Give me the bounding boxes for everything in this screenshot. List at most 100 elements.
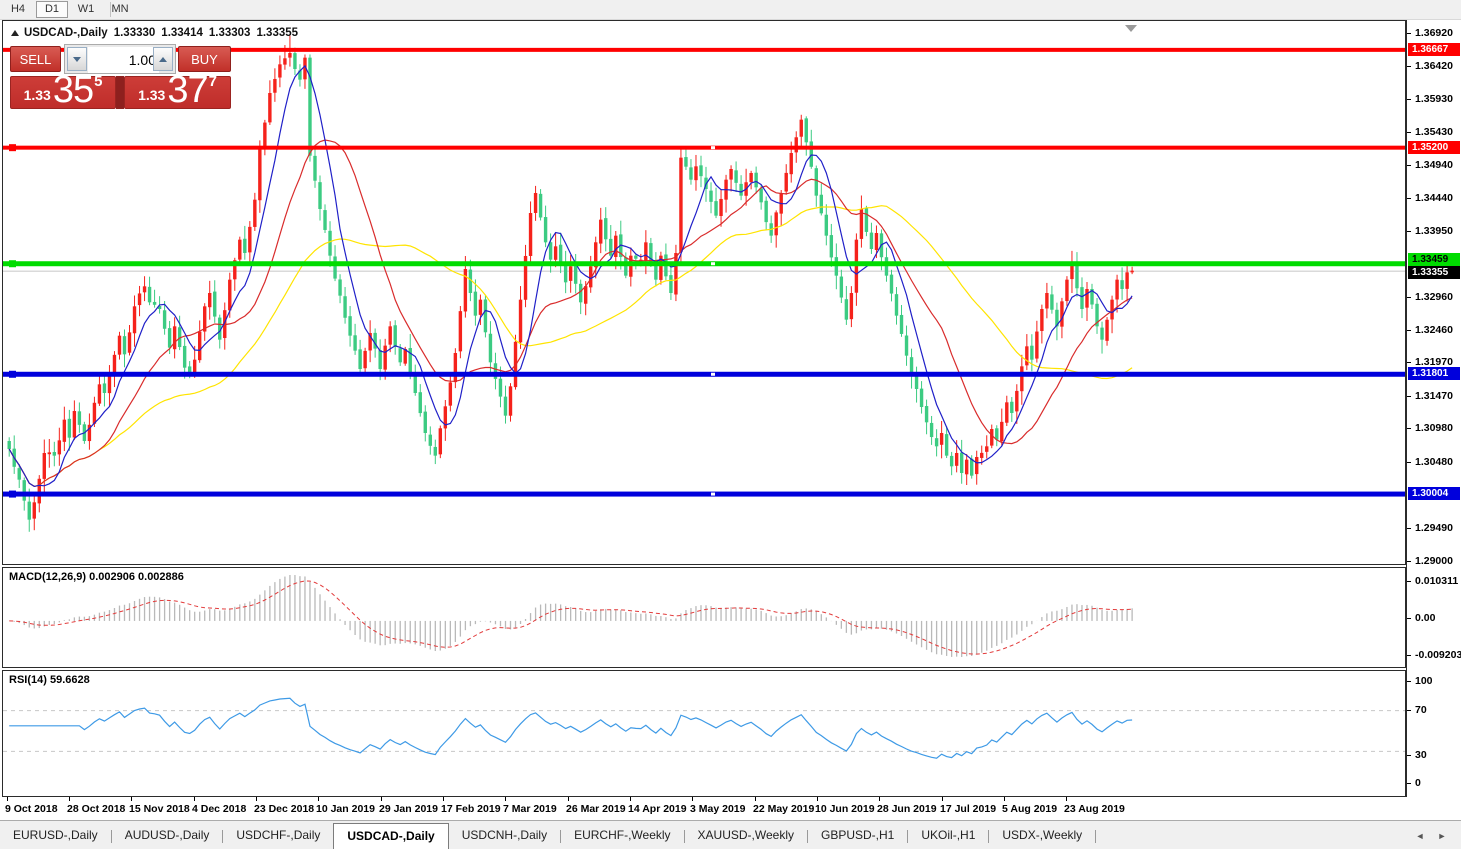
main-chart-panel[interactable]: USDCAD-,Daily 1.33330 1.33414 1.33303 1.3335… <box>2 20 1406 565</box>
rsi-indicator-panel[interactable]: RSI(14) 59.6628 <box>2 670 1406 797</box>
chart-symbol-period: USDCAD-,Daily <box>24 27 108 39</box>
tab-audusd-daily[interactable]: AUDUSD-,Daily <box>124 828 210 842</box>
tab-separator <box>988 830 990 843</box>
date-label: 23 Dec 2018 <box>254 803 315 815</box>
date-label: 17 Feb 2019 <box>441 803 501 815</box>
volume-decrease-button[interactable] <box>67 47 87 71</box>
axis-tick <box>1407 528 1411 529</box>
macd-axis-label: 0.010311 <box>1415 575 1459 587</box>
axis-tick <box>1407 561 1411 562</box>
buy-button[interactable]: BUY <box>178 46 231 72</box>
sell-price[interactable]: 1.33 35 5 <box>10 69 116 111</box>
tab-xauusd-weekly[interactable]: XAUUSD-,Weekly <box>697 828 794 842</box>
axis-tick <box>1407 231 1411 232</box>
macd-indicator-panel[interactable]: MACD(12,26,9) 0.002906 0.002886 <box>2 567 1406 668</box>
rsi-chart[interactable] <box>3 671 1405 796</box>
axis-tick-label: 1.32460 <box>1415 324 1453 336</box>
tab-scroll-left-button[interactable]: ◄ <box>1415 831 1425 841</box>
tab-separator <box>110 830 112 843</box>
price-badge-1.33355: 1.33355 <box>1408 266 1460 279</box>
price-badge-1.30004: 1.30004 <box>1408 487 1460 500</box>
macd-chart[interactable] <box>3 568 1405 667</box>
macd-label: MACD(12,26,9) 0.002906 0.002886 <box>9 571 184 583</box>
timeframe-button-mn[interactable]: MN <box>111 3 129 15</box>
axis-tick <box>1407 581 1411 582</box>
date-label: 29 Jan 2019 <box>379 803 438 815</box>
axis-tick <box>1407 462 1411 463</box>
collapse-triangle-icon[interactable] <box>11 30 19 36</box>
chevron-up-icon <box>159 57 167 62</box>
axis-tick <box>1407 330 1411 331</box>
axis-tick <box>1407 165 1411 166</box>
date-tick <box>194 797 195 801</box>
tab-usdcad-daily[interactable]: USDCAD-,Daily <box>333 823 449 849</box>
tab-eurusd-daily[interactable]: EURUSD-,Daily <box>13 828 98 842</box>
tab-separator <box>560 830 562 843</box>
axis-tick <box>1407 755 1411 756</box>
date-label: 26 Mar 2019 <box>566 803 626 815</box>
sell-price-big: 35 <box>52 69 94 111</box>
date-tick <box>69 797 70 801</box>
date-tick <box>1066 797 1067 801</box>
price-badge-1.33459: 1.33459 <box>1408 253 1460 266</box>
axis-tick <box>1407 33 1411 34</box>
volume-increase-button[interactable] <box>153 47 173 71</box>
date-tick <box>942 797 943 801</box>
axis-tick <box>1407 428 1411 429</box>
timeframe-toolbar: H4 D1 W1 MN <box>0 0 1461 20</box>
rsi-axis-label: 0 <box>1415 777 1421 789</box>
date-axis[interactable]: 9 Oct 2018 28 Oct 2018 15 Nov 2018 4 Dec 20… <box>2 797 1461 820</box>
sell-button[interactable]: SELL <box>10 46 61 72</box>
date-tick <box>443 797 444 801</box>
rsi-axis-label: 100 <box>1415 675 1433 687</box>
date-tick <box>381 797 382 801</box>
macd-axis-label: -0.009203 <box>1415 649 1461 661</box>
axis-tick <box>1407 681 1411 682</box>
buy-price[interactable]: 1.33 37 7 <box>124 69 231 111</box>
date-label: 28 Jun 2019 <box>877 803 937 815</box>
buy-price-big: 37 <box>167 69 208 111</box>
rsi-axis-label: 70 <box>1415 704 1427 716</box>
date-label: 17 Jul 2019 <box>940 803 997 815</box>
timeframe-button-w1[interactable]: W1 <box>77 3 95 15</box>
date-label: 23 Aug 2019 <box>1064 803 1125 815</box>
tab-usdcnh-daily[interactable]: USDCNH-,Daily <box>461 828 548 842</box>
date-tick <box>256 797 257 801</box>
axis-tick-label: 1.29000 <box>1415 555 1453 567</box>
date-tick <box>7 797 8 801</box>
axis-tick-label: 1.31970 <box>1415 356 1453 368</box>
date-label: 15 Nov 2018 <box>129 803 190 815</box>
date-tick <box>1004 797 1005 801</box>
candlestick-chart[interactable] <box>3 21 1405 564</box>
date-tick <box>692 797 693 801</box>
axis-tick <box>1407 783 1411 784</box>
buy-price-pip: 7 <box>208 73 217 90</box>
axis-tick-label: 1.34940 <box>1415 159 1453 171</box>
timeframe-button-d1[interactable]: D1 <box>36 1 68 18</box>
tab-ukoil-h1[interactable]: UKOil-,H1 <box>921 828 976 842</box>
date-tick <box>505 797 506 801</box>
price-axis[interactable]: 1.36920 1.36420 1.35930 1.35430 1.34940 1.344… <box>1406 20 1461 797</box>
volume-input[interactable] <box>88 47 159 73</box>
date-label: 10 Jun 2019 <box>815 803 875 815</box>
date-label: 5 Aug 2019 <box>1002 803 1058 815</box>
tab-usdchf-daily[interactable]: USDCHF-,Daily <box>236 828 321 842</box>
ohlc-open: 1.33330 <box>113 27 156 39</box>
date-label: 4 Dec 2018 <box>192 803 247 815</box>
date-label: 22 May 2019 <box>753 803 815 815</box>
timeframe-button-h4[interactable]: H4 <box>10 3 26 15</box>
axis-tick-label: 1.29490 <box>1415 522 1453 534</box>
rsi-axis-label: 30 <box>1415 749 1427 761</box>
date-label: 9 Oct 2018 <box>5 803 58 815</box>
axis-tick-label: 1.31470 <box>1415 390 1453 402</box>
axis-tick <box>1407 396 1411 397</box>
tab-scroll-right-button[interactable]: ► <box>1437 831 1447 841</box>
date-label: 7 Mar 2019 <box>503 803 557 815</box>
tab-usdx-weekly[interactable]: USDX-,Weekly <box>1002 828 1083 842</box>
date-tick <box>755 797 756 801</box>
tab-gbpusd-h1[interactable]: GBPUSD-,H1 <box>821 828 895 842</box>
chart-shift-marker-icon[interactable] <box>1125 25 1137 32</box>
tab-eurchf-weekly[interactable]: EURCHF-,Weekly <box>574 828 671 842</box>
